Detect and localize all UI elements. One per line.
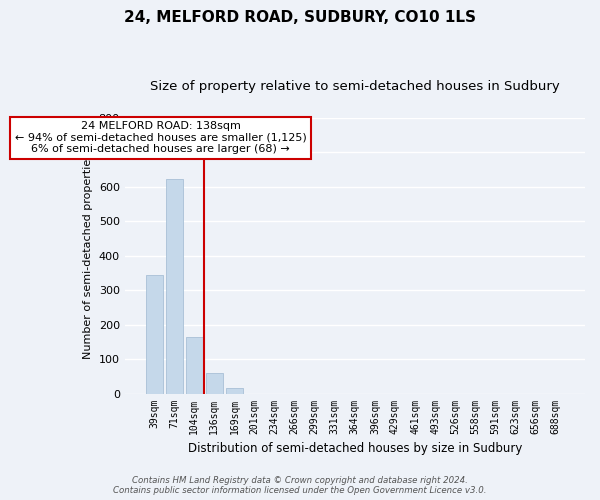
Title: Size of property relative to semi-detached houses in Sudbury: Size of property relative to semi-detach… — [150, 80, 560, 93]
Bar — [206, 373, 223, 394]
Text: 24 MELFORD ROAD: 138sqm  
← 94% of semi-detached houses are smaller (1,125)
  6%: 24 MELFORD ROAD: 138sqm ← 94% of semi-de… — [14, 121, 307, 154]
Text: Contains HM Land Registry data © Crown copyright and database right 2024.
Contai: Contains HM Land Registry data © Crown c… — [113, 476, 487, 495]
Y-axis label: Number of semi-detached properties: Number of semi-detached properties — [83, 152, 93, 358]
Bar — [186, 338, 203, 394]
Bar — [226, 388, 243, 394]
Bar — [146, 275, 163, 394]
X-axis label: Distribution of semi-detached houses by size in Sudbury: Distribution of semi-detached houses by … — [188, 442, 522, 455]
Bar — [166, 179, 182, 394]
Text: 24, MELFORD ROAD, SUDBURY, CO10 1LS: 24, MELFORD ROAD, SUDBURY, CO10 1LS — [124, 10, 476, 25]
